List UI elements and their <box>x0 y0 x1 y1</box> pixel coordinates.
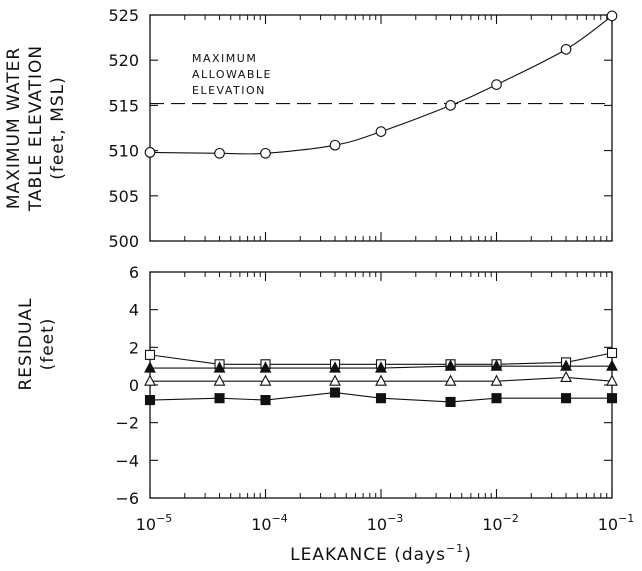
y-axis-label-line: RESIDUAL <box>16 298 36 391</box>
top-panel: MAXIMUM WATER TABLE ELEVATION (feet, MSL) … <box>4 6 618 251</box>
x-axis-label: LEAKANCE (days−1) <box>290 542 472 565</box>
data-point-circle <box>491 79 502 90</box>
top-y-axis-label: MAXIMUM WATER TABLE ELEVATION (feet, MSL) <box>4 45 68 212</box>
x-tick-label: 10−1 <box>598 512 635 534</box>
data-point-filled-triangle <box>213 361 226 373</box>
data-point-open-triangle <box>375 374 387 386</box>
top-series <box>144 10 618 159</box>
y-tick-label: 0 <box>129 376 139 395</box>
x-tick-label: 10−2 <box>482 512 519 534</box>
y-tick-label: 525 <box>108 6 139 25</box>
top-x-ticks <box>149 15 613 241</box>
data-point-filled-square <box>491 393 502 404</box>
y-tick-label: 520 <box>108 51 139 70</box>
data-point-open-triangle <box>490 374 503 386</box>
top-y-ticks: 500 505 510 515 520 525 <box>108 6 612 251</box>
data-point-filled-square <box>329 387 341 398</box>
y-tick-label: 6 <box>129 263 139 282</box>
data-point-circle <box>375 126 387 137</box>
annotation-line: MAXIMUM <box>192 52 257 65</box>
y-tick-label: −2 <box>115 414 139 433</box>
data-point-filled-triangle <box>259 361 272 373</box>
data-point-filled-triangle <box>144 361 156 373</box>
y-tick-label: 510 <box>108 142 139 161</box>
data-point-filled-square <box>375 393 387 404</box>
data-point-circle <box>606 10 618 22</box>
x-tick-label: 10−4 <box>251 512 288 534</box>
y-tick-label: 4 <box>129 301 139 320</box>
y-tick-label: 2 <box>129 338 139 357</box>
annotation-line: ELEVATION <box>192 84 266 97</box>
data-point-filled-triangle <box>329 361 341 373</box>
y-tick-label: 515 <box>108 96 139 115</box>
data-point-open-square <box>606 347 618 359</box>
bottom-series <box>144 347 618 408</box>
y-tick-label: 500 <box>108 232 139 251</box>
data-point-filled-square <box>144 395 156 406</box>
y-tick-label: 505 <box>108 187 139 206</box>
data-point-filled-triangle <box>444 359 457 371</box>
data-point-filled-square <box>260 395 271 406</box>
data-point-circle <box>329 139 341 151</box>
data-point-filled-square <box>606 393 618 404</box>
data-point-circle <box>144 147 156 158</box>
data-point-open-square <box>144 349 156 360</box>
data-point-circle <box>445 100 456 111</box>
data-point-open-triangle <box>213 374 226 386</box>
data-point-filled-square <box>560 393 572 404</box>
data-point-circle <box>214 147 225 159</box>
bottom-y-ticks: −6 −4 −2 0 2 4 6 <box>115 263 612 508</box>
bottom-x-ticks <box>149 272 613 498</box>
y-tick-label: −6 <box>115 489 139 508</box>
y-axis-label-line: (feet, MSL) <box>48 76 68 180</box>
x-tick-label: 10−5 <box>136 512 173 534</box>
x-tick-labels: 10−5 10−4 10−3 10−2 10−1 <box>136 512 635 534</box>
bottom-y-axis-label: RESIDUAL (feet) <box>16 298 58 391</box>
data-point-filled-triangle <box>375 361 387 373</box>
bottom-panel: RESIDUAL (feet) −6 −4 −2 0 2 4 6 <box>16 263 618 508</box>
data-point-open-triangle <box>329 374 341 386</box>
data-point-circle <box>260 147 271 159</box>
y-tick-label: −4 <box>115 451 139 470</box>
annotation-line: ALLOWABLE <box>192 68 272 81</box>
y-axis-label-line: (feet) <box>38 318 58 371</box>
data-point-filled-triangle <box>606 359 618 371</box>
data-point-filled-square <box>445 396 456 408</box>
data-point-filled-square <box>214 393 225 404</box>
y-axis-label-line: TABLE ELEVATION <box>26 45 46 212</box>
x-tick-label: 10−3 <box>367 512 404 534</box>
max-allowable-annotation: MAXIMUM ALLOWABLE ELEVATION <box>192 52 272 97</box>
data-point-open-triangle <box>444 374 457 386</box>
data-point-open-triangle <box>560 370 572 383</box>
data-point-filled-triangle <box>560 359 572 371</box>
y-axis-label-line: MAXIMUM WATER <box>4 47 24 209</box>
data-point-open-triangle <box>144 374 156 386</box>
data-point-circle <box>560 44 572 55</box>
data-point-open-triangle <box>606 374 618 386</box>
data-point-open-triangle <box>259 374 272 386</box>
data-point-filled-triangle <box>490 359 503 371</box>
